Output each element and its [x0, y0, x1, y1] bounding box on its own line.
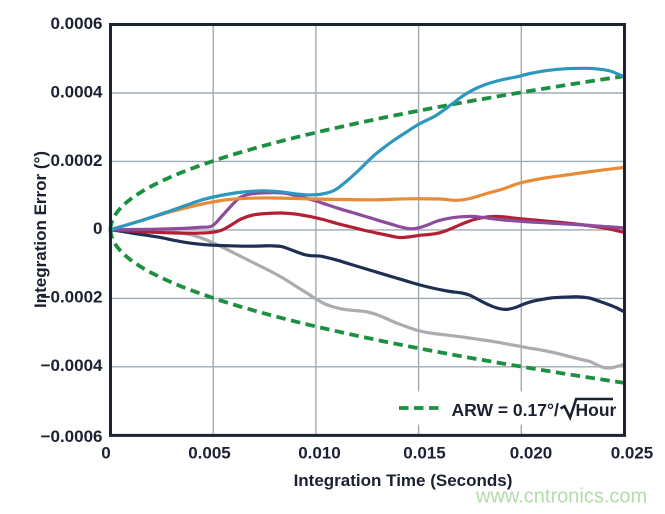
svg-text:−0.0006: −0.0006: [41, 427, 103, 446]
svg-text:Hour: Hour: [576, 400, 617, 420]
svg-text:www.cntronics.com: www.cntronics.com: [475, 486, 647, 508]
svg-text:−0.0004: −0.0004: [41, 356, 103, 375]
svg-text:0.0004: 0.0004: [51, 83, 104, 102]
svg-text:0.0006: 0.0006: [51, 14, 103, 33]
svg-text:0.0002: 0.0002: [51, 151, 103, 170]
svg-text:0.020: 0.020: [510, 444, 553, 463]
svg-text:ARW = 0.17°/: ARW = 0.17°/: [452, 400, 559, 420]
svg-text:0.015: 0.015: [403, 444, 446, 463]
svg-text:0.005: 0.005: [188, 444, 231, 463]
svg-text:0.010: 0.010: [298, 444, 341, 463]
svg-text:−0.0002: −0.0002: [41, 288, 103, 307]
svg-text:0: 0: [101, 444, 110, 463]
svg-text:Integration Time (Seconds): Integration Time (Seconds): [294, 471, 513, 490]
svg-text:Integration Error (°): Integration Error (°): [31, 151, 50, 308]
svg-text:0: 0: [93, 219, 102, 238]
svg-text:0.025: 0.025: [611, 444, 654, 463]
